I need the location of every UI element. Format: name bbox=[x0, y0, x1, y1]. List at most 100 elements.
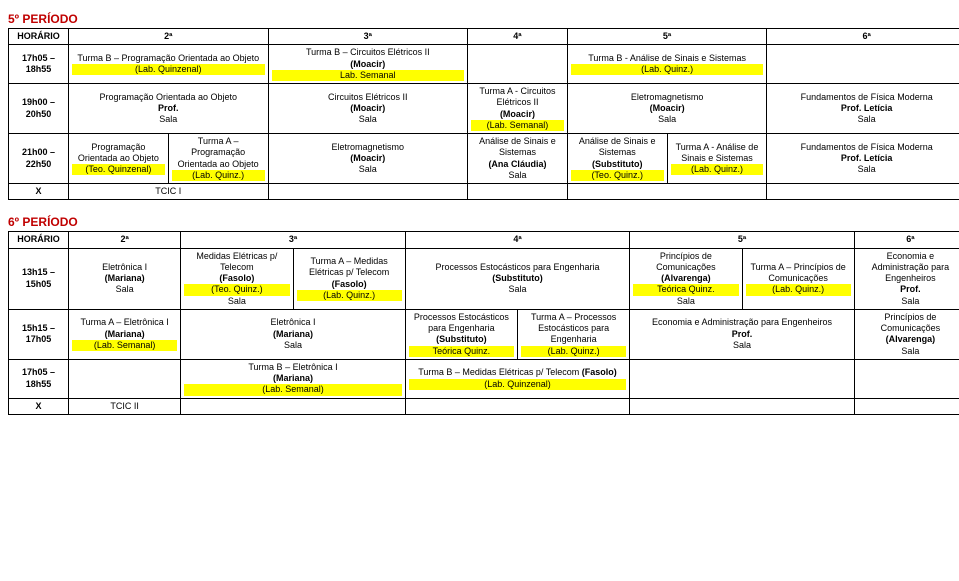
text: Turma A – Princípios de Comunicações bbox=[746, 262, 851, 285]
text-hl: Lab. Semanal bbox=[272, 70, 465, 81]
time-cell: 15h15 – 17h05 bbox=[9, 309, 69, 359]
header-2a: 2ª bbox=[69, 232, 181, 248]
cell-empty bbox=[567, 184, 767, 200]
time-cell: 13h15 – 15h05 bbox=[9, 248, 69, 309]
text: Análise de Sinais e Sistemas bbox=[571, 136, 664, 159]
period6-table: HORÁRIO 2ª 3ª 4ª 5ª 6ª 13h15 – 15h05 Ele… bbox=[8, 231, 959, 415]
text-bold: (Moacir) bbox=[471, 109, 564, 120]
cell-empty bbox=[69, 359, 181, 398]
text-bold: (Mariana) bbox=[184, 373, 402, 384]
text-bold: (Mariana) bbox=[184, 329, 402, 340]
period6-title: 6º PERÍODO bbox=[8, 215, 959, 229]
text-hl: (Teo. Quinz.) bbox=[184, 284, 289, 295]
text-hl: Teórica Quinz. bbox=[633, 284, 738, 295]
cell: Fundamentos de Física Moderna Prof. Letí… bbox=[767, 84, 959, 134]
cell: Turma A – Processos Estocásticos para En… bbox=[518, 309, 630, 359]
text: Turma B - Análise de Sinais e Sistemas bbox=[571, 53, 764, 64]
cell-empty bbox=[468, 184, 568, 200]
table-row: X TCIC I bbox=[9, 184, 959, 200]
period5-table: HORÁRIO 2ª 3ª 4ª 5ª 6ª 17h05 – 18h55 Tur… bbox=[8, 28, 959, 200]
text-bold: Prof. bbox=[858, 284, 959, 295]
text: Eletrônica I bbox=[184, 317, 402, 328]
cell: Turma A – Programação Orientada ao Objet… bbox=[168, 134, 268, 184]
text-hl: (Lab. Semanal) bbox=[184, 384, 402, 395]
header-4a: 4ª bbox=[405, 232, 630, 248]
cell: Eletromagnetismo (Moacir) Sala bbox=[268, 134, 468, 184]
time-cell: 19h00 – 20h50 bbox=[9, 84, 69, 134]
cell: Análise de Sinais e Sistemas (Ana Cláudi… bbox=[468, 134, 568, 184]
text-bold: (Alvarenga) bbox=[858, 334, 959, 345]
text: Circuitos Elétricos II bbox=[272, 92, 465, 103]
cell-empty bbox=[767, 45, 959, 84]
table-row: 21h00 – 22h50 Programação Orientada ao O… bbox=[9, 134, 959, 184]
cell-empty bbox=[405, 398, 630, 414]
header-3a: 3ª bbox=[181, 232, 406, 248]
text: Turma B – Circuitos Elétricos II bbox=[272, 47, 465, 58]
text-hl: (Lab. Quinz.) bbox=[746, 284, 851, 295]
table-row: X TCIC II bbox=[9, 398, 959, 414]
text-bold: (Ana Cláudia) bbox=[471, 159, 564, 170]
text: Sala bbox=[770, 114, 959, 125]
cell-empty bbox=[468, 45, 568, 84]
text: Turma A – Eletrônica I bbox=[72, 317, 177, 328]
text-hl: (Lab. Semanal) bbox=[471, 120, 564, 131]
text: Sala bbox=[571, 114, 764, 125]
text: Sala bbox=[471, 170, 564, 181]
text-bold: (Moacir) bbox=[272, 153, 465, 164]
text-bold: (Mariana) bbox=[72, 273, 177, 284]
cell-empty bbox=[630, 398, 855, 414]
text: Análise de Sinais e Sistemas bbox=[471, 136, 564, 159]
text-hl: (Lab. Quinz.) bbox=[297, 290, 402, 301]
cell: Princípios de Comunicações (Alvarenga) S… bbox=[854, 309, 959, 359]
cell: Eletrônica I (Mariana) Sala bbox=[69, 248, 181, 309]
text-hl: (Lab. Quinz.) bbox=[571, 64, 764, 75]
table-header-row: HORÁRIO 2ª 3ª 4ª 5ª 6ª bbox=[9, 29, 959, 45]
header-4a: 4ª bbox=[468, 29, 568, 45]
text: Sala bbox=[72, 284, 177, 295]
text-bold: (Substituto) bbox=[571, 159, 664, 170]
text: Turma A – Medidas Elétricas p/ Telecom bbox=[297, 256, 402, 279]
header-5a: 5ª bbox=[630, 232, 855, 248]
text-bold: Prof. bbox=[633, 329, 851, 340]
text: Turma A - Análise de Sinais e Sistemas bbox=[671, 142, 764, 165]
header-2a: 2ª bbox=[69, 29, 269, 45]
text: Sala bbox=[72, 114, 265, 125]
text: Medidas Elétricas p/ Telecom bbox=[184, 251, 289, 274]
header-6a: 6ª bbox=[854, 232, 959, 248]
cell: Turma A – Princípios de Comunicações (La… bbox=[742, 248, 854, 309]
text: Sala bbox=[272, 114, 465, 125]
time-cell: X bbox=[9, 398, 69, 414]
text: Sala bbox=[184, 296, 289, 307]
table-row: 13h15 – 15h05 Eletrônica I (Mariana) Sal… bbox=[9, 248, 959, 309]
cell: Economia e Administração para Engenheiro… bbox=[854, 248, 959, 309]
cell: Turma B – Eletrônica I (Mariana) (Lab. S… bbox=[181, 359, 406, 398]
text: Eletromagnetismo bbox=[272, 142, 465, 153]
table-header-row: HORÁRIO 2ª 3ª 4ª 5ª 6ª bbox=[9, 232, 959, 248]
text: Sala bbox=[633, 340, 851, 351]
cell: Fundamentos de Física Moderna Prof. Letí… bbox=[767, 134, 959, 184]
cell: TCIC I bbox=[69, 184, 269, 200]
header-5a: 5ª bbox=[567, 29, 767, 45]
text-bold: (Substituto) bbox=[409, 334, 514, 345]
time-cell: X bbox=[9, 184, 69, 200]
text-hl: (Lab. Quinz.) bbox=[521, 346, 626, 357]
header-6a: 6ª bbox=[767, 29, 959, 45]
text-bold: (Fasolo) bbox=[297, 279, 402, 290]
cell-empty bbox=[181, 398, 406, 414]
table-row: 17h05 – 18h55 Turma B – Programação Orie… bbox=[9, 45, 959, 84]
text-bold: (Fasolo) bbox=[582, 367, 617, 377]
text: Fundamentos de Física Moderna bbox=[770, 92, 959, 103]
text: Princípios de Comunicações bbox=[858, 312, 959, 335]
text: Turma B – Eletrônica I bbox=[184, 362, 402, 373]
header-horario: HORÁRIO bbox=[9, 232, 69, 248]
period5-title: 5º PERÍODO bbox=[8, 12, 959, 26]
text-bold: (Moacir) bbox=[272, 59, 465, 70]
header-3a: 3ª bbox=[268, 29, 468, 45]
text: Turma B – Programação Orientada ao Objet… bbox=[72, 53, 265, 64]
text-hl: (Teo. Quinzenal) bbox=[72, 164, 165, 175]
cell: Turma A – Medidas Elétricas p/ Telecom (… bbox=[293, 248, 405, 309]
text: Turma A – Processos Estocásticos para En… bbox=[521, 312, 626, 346]
text-hl: (Teo. Quinz.) bbox=[571, 170, 664, 181]
text-bold: Prof. Letícia bbox=[770, 103, 959, 114]
text-bold: (Alvarenga) bbox=[633, 273, 738, 284]
